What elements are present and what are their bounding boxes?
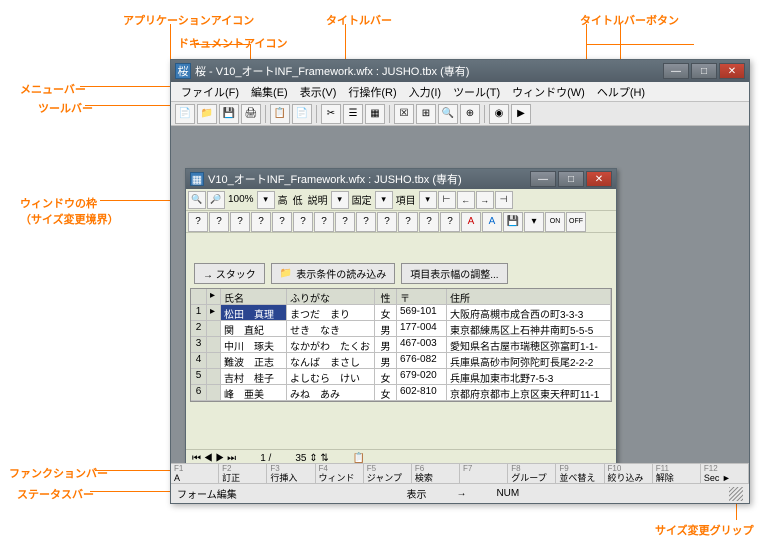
inner-maximize-button[interactable]: □ [558, 171, 584, 187]
callout-toolbar: ツールバー [38, 100, 93, 116]
document-window: ▦ V10_オートINF_Framework.wfx : JUSHO.tbx (… [185, 168, 617, 468]
callout-funcbar: ファンクションバー [9, 465, 108, 481]
function-key[interactable]: F9並べ替え [556, 464, 604, 483]
minimize-button[interactable]: — [663, 63, 689, 79]
adjust-width-button[interactable]: 項目表示幅の調整... [401, 263, 507, 284]
function-key[interactable]: F11解除 [653, 464, 701, 483]
inner-minimize-button[interactable]: — [530, 171, 556, 187]
callout-titlebar: タイトルバー [326, 12, 392, 28]
toolbar-btn[interactable]: ☒ [394, 104, 414, 124]
menu-item[interactable]: ファイル(F) [175, 82, 245, 102]
maximize-button[interactable]: □ [691, 63, 717, 79]
function-key[interactable]: F5ジャンプ [364, 464, 412, 483]
table-row[interactable]: 6峰 亜美みね あみ女602-810京都府京都市上京区東天秤町11-1 [191, 385, 611, 401]
titlebar[interactable]: 桜 桜 - V10_オートINF_Framework.wfx : JUSHO.t… [171, 60, 749, 82]
inner-title-text: V10_オートINF_Framework.wfx : JUSHO.tbx (専有… [208, 171, 462, 187]
function-key[interactable]: F4ウィンドウ替 [316, 464, 364, 483]
data-grid[interactable]: ▸ 氏名 ふりがな 性 〒 住所 1▸松田 真理まつだ まり女569-101大阪… [190, 288, 612, 402]
toolbar-btn[interactable]: ✂ [321, 104, 341, 124]
toolbar-btn[interactable]: 🖨 [241, 104, 261, 124]
status-mode: フォーム編集 [177, 486, 237, 501]
function-key[interactable]: F10絞り込み [605, 464, 653, 483]
mdi-client: ▦ V10_オートINF_Framework.wfx : JUSHO.tbx (… [171, 126, 749, 463]
menu-item[interactable]: 入力(I) [403, 82, 447, 102]
toolbar-btn[interactable]: 📁 [197, 104, 217, 124]
callout-titlebar-btns: タイトルバーボタン [580, 12, 679, 28]
function-key[interactable]: F7 [460, 464, 508, 483]
function-key[interactable]: F2訂正 [219, 464, 267, 483]
callout-doc-icon: ドキュメントアイコン [178, 35, 287, 51]
toolbar-btn[interactable]: ⊕ [460, 104, 480, 124]
table-row[interactable]: 4難波 正志なんば まさし男676-082兵庫県高砂市阿弥陀町長尾2-2-2 [191, 353, 611, 369]
menu-item[interactable]: 表示(V) [294, 82, 343, 102]
toolbar-btn[interactable]: 📋 [270, 104, 290, 124]
main-window: 桜 桜 - V10_オートINF_Framework.wfx : JUSHO.t… [170, 59, 750, 504]
app-icon: 桜 [175, 63, 191, 79]
dropdown-icon[interactable]: ▾ [257, 191, 275, 209]
menu-item[interactable]: ウィンドウ(W) [506, 82, 591, 102]
function-key[interactable]: F6検索 [412, 464, 460, 483]
callout-menubar: メニューバー [20, 81, 86, 97]
toolbar-btn[interactable]: ▦ [365, 104, 385, 124]
inner-titlebar[interactable]: ▦ V10_オートINF_Framework.wfx : JUSHO.tbx (… [186, 169, 616, 189]
callout-app-icon: アプリケーションアイコン [123, 12, 254, 28]
function-key[interactable]: F8グループ [508, 464, 556, 483]
table-row[interactable]: 2関 直紀せき なき男177-004東京都練馬区上石神井南町5-5-5 [191, 321, 611, 337]
callout-statusbar: ステータスバー [17, 486, 94, 502]
inner-toolbar-1: 🔍 🔎 100% ▾ 高 低 説明 ▾ 固定 ▾ 項目 ▾ ⊢ ← → ⊣ [186, 189, 616, 211]
table-row[interactable]: 3中川 琢夫なかがわ たくお男467-003愛知県名古屋市瑞穂区弥富町1-1- [191, 337, 611, 353]
inner-toolbar-2: ?? ?? ?? ?? ?? ?? ? A A 💾 ▾ ON OFF [186, 211, 616, 233]
zoom-in-icon[interactable]: 🔍 [188, 191, 206, 209]
close-button[interactable]: ✕ [719, 63, 745, 79]
toolbar-btn[interactable]: ⊞ [416, 104, 436, 124]
window-title: 桜 - V10_オートINF_Framework.wfx : JUSHO.tbx… [195, 63, 469, 79]
menu-item[interactable]: 編集(E) [245, 82, 294, 102]
function-key[interactable]: F12Sec ► [701, 464, 749, 483]
toolbar-btn[interactable]: 💾 [219, 104, 239, 124]
inner-body: → スタック 📁 表示条件の読み込み 項目表示幅の調整... ▸ 氏名 ふりがな… [186, 233, 616, 449]
table-row[interactable]: 1▸松田 真理まつだ まり女569-101大阪府高槻市成合西の町3-3-3 [191, 305, 611, 321]
toolbar-btn[interactable]: ◉ [489, 104, 509, 124]
toolbar-btn[interactable]: ☰ [343, 104, 363, 124]
menubar: ファイル(F)編集(E)表示(V)行操作(R)入力(I)ツール(T)ウィンドウ(… [171, 82, 749, 102]
statusbar: フォーム編集 表示 → NUM [171, 483, 749, 503]
function-key[interactable]: F1A [171, 464, 219, 483]
stack-button[interactable]: → スタック [194, 263, 265, 284]
table-row[interactable]: 5吉村 桂子よしむら けい女679-020兵庫県加東市北野7-5-3 [191, 369, 611, 385]
zoom-value: 100% [226, 194, 256, 205]
toolbar-btn[interactable]: 🔍 [438, 104, 458, 124]
toolbar-btn[interactable]: 📄 [175, 104, 195, 124]
menu-item[interactable]: ツール(T) [447, 82, 506, 102]
size-grip[interactable] [729, 487, 743, 501]
menu-item[interactable]: ヘルプ(H) [591, 82, 651, 102]
function-bar: F1AF2訂正F3行挿入F4ウィンドウ替F5ジャンプF6検索F7F8グループF9… [171, 463, 749, 483]
inner-close-button[interactable]: ✕ [586, 171, 612, 187]
zoom-out-icon[interactable]: 🔎 [207, 191, 225, 209]
toolbar-btn[interactable]: 📄 [292, 104, 312, 124]
toolbar: 📄 📁 💾 🖨 📋 📄 ✂ ☰ ▦ ☒ ⊞ 🔍 ⊕ ◉ ▶ [171, 102, 749, 126]
document-icon: ▦ [190, 172, 204, 186]
menu-item[interactable]: 行操作(R) [342, 82, 402, 102]
grid-header: ▸ 氏名 ふりがな 性 〒 住所 [191, 289, 611, 305]
toolbar-btn[interactable]: ▶ [511, 104, 531, 124]
load-conditions-button[interactable]: 📁 表示条件の読み込み [271, 263, 395, 284]
function-key[interactable]: F3行挿入 [267, 464, 315, 483]
callout-size-grip: サイズ変更グリップ [655, 522, 754, 538]
